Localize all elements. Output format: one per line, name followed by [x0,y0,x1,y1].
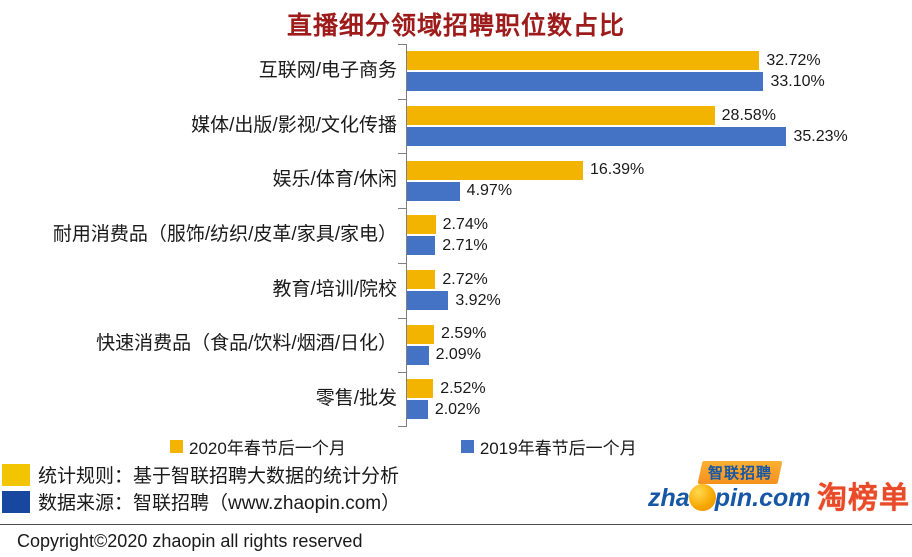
bar-group: 2.52% 2.02% [406,379,486,420]
taobangdan-logo: 淘榜单 [817,482,910,515]
chart-row: 媒体/出版/影视/文化传播 28.58% 35.23% [0,99,912,154]
legend-item-2020: 2020年春节后一个月 [170,434,346,459]
bar-value-label: 2.59% [440,325,487,343]
bar-line: 35.23% [406,127,848,147]
bar-2019年春节后一个月 [406,345,429,365]
bar-chart: 互联网/电子商务 32.72% 33.10% 媒体/出版/影视/文化传播 28.58% 3… [0,44,912,428]
legend-swatch-2020 [170,440,183,453]
chart-row: 教育/培训/院校 2.72% 3.92% [0,263,912,318]
bar-line: 32.72% [406,51,825,71]
note-text: 数据来源：智联招聘（www.zhaopin.com） [38,493,401,514]
axis-tick [398,153,406,155]
bar-line: 16.39% [406,160,645,180]
category-label: 零售/批发 [315,388,397,410]
y-axis-line [406,44,407,427]
bar-value-label: 33.10% [770,72,825,90]
bar-line: 4.97% [406,181,644,201]
bar-2019年春节后一个月 [406,127,787,147]
chart-row: 娱乐/体育/休闲 16.39% 4.97% [0,153,912,208]
chart-row: 互联网/电子商务 32.72% 33.10% [0,44,912,99]
axis-tick [398,426,406,427]
zhaopin-ball-icon [688,484,716,511]
bar-line: 2.71% [406,236,488,256]
chart-row: 快速消费品（食品/饮料/烟酒/日化） 2.59% 2.09% [0,317,912,372]
legend-label-2020: 2020年春节后一个月 [189,439,346,458]
axis-tick [398,372,406,374]
note-swatch-yellow [2,463,30,486]
bar-2020年春节后一个月 [406,106,715,126]
bar-group: 32.72% 33.10% [406,51,825,92]
bar-2020年春节后一个月 [406,215,436,235]
legend-item-2019: 2019年春节后一个月 [460,434,637,459]
category-label: 娱乐/体育/休闲 [272,169,397,191]
category-label: 耐用消费品（服饰/纺织/皮革/家具/家电） [52,223,397,245]
bar-value-label: 2.74% [442,215,488,233]
legend-swatch-2019 [460,440,474,453]
chart-row: 零售/批发 2.52% 2.02% [0,372,912,427]
chart-row: 耐用消费品（服饰/纺织/皮革/家具/家电） 2.74% 2.71% [0,208,912,263]
category-label: 教育/培训/院校 [272,278,397,300]
chart-title: 直播细分领域招聘职位数占比 [286,12,625,40]
bar-line: 2.74% [406,215,488,235]
zhaopin-domain-text: zha pin.com [648,484,811,512]
bar-2020年春节后一个月 [406,270,436,290]
bar-2020年春节后一个月 [406,379,434,399]
bar-2020年春节后一个月 [406,51,760,71]
bar-2020年春节后一个月 [406,324,434,344]
axis-tick [398,98,406,100]
bar-group: 28.58% 35.23% [406,106,848,147]
bar-value-label: 28.58% [721,106,776,124]
bar-line: 2.72% [406,270,501,290]
note-data-source: 数据来源：智联招聘（www.zhaopin.com） [0,488,400,515]
footer-divider [0,524,912,525]
bar-2019年春节后一个月 [406,236,436,256]
bar-line: 3.92% [406,291,501,311]
chart-legend: 2020年春节后一个月 2019年春节后一个月 [0,434,912,459]
bar-line: 28.58% [406,106,848,126]
bar-value-label: 2.02% [434,400,481,418]
note-text: 统计规则：基于智联招聘大数据的统计分析 [38,466,400,487]
bar-2020年春节后一个月 [406,160,583,180]
category-label: 快速消费品（食品/饮料/烟酒/日化） [96,333,397,355]
bar-group: 16.39% 4.97% [406,160,645,201]
bar-line: 2.52% [406,379,486,399]
zhaopin-logo: 智联招聘 zha pin.com [648,461,818,513]
axis-tick [398,317,406,319]
note-statistics-rule: 统计规则：基于智联招聘大数据的统计分析 [0,461,400,488]
legend-label-2019: 2019年春节后一个月 [479,439,637,458]
bar-line: 2.02% [406,400,486,420]
bar-2019年春节后一个月 [406,400,428,420]
bar-value-label: 35.23% [793,127,848,145]
bar-group: 2.72% 3.92% [406,270,501,311]
bar-2019年春节后一个月 [406,181,460,201]
zhaopin-ribbon: 智联招聘 [697,461,783,484]
axis-tick [398,44,406,45]
bar-line: 33.10% [406,72,825,92]
bar-2019年春节后一个月 [406,291,449,311]
bar-value-label: 2.72% [442,270,488,288]
note-swatch-blue [2,490,30,513]
category-label: 互联网/电子商务 [258,59,397,81]
bar-line: 2.59% [406,324,487,344]
bar-value-label: 2.52% [440,379,486,397]
bar-group: 2.59% 2.09% [406,324,487,365]
category-label: 媒体/出版/影视/文化传播 [191,114,397,136]
bar-value-label: 2.09% [435,346,481,364]
bar-value-label: 3.92% [455,291,501,309]
bar-2019年春节后一个月 [406,72,764,92]
copyright-text: Copyright©2020 zhaopin all rights reserv… [17,531,363,551]
axis-tick [398,262,406,264]
bar-value-label: 16.39% [590,161,645,179]
bar-value-label: 4.97% [466,182,513,200]
footnotes: 统计规则：基于智联招聘大数据的统计分析 数据来源：智联招聘（www.zhaopi… [0,461,400,515]
chart-rows: 互联网/电子商务 32.72% 33.10% 媒体/出版/影视/文化传播 28.58% 3… [0,44,912,427]
axis-tick [398,208,406,210]
bar-line: 2.09% [406,345,486,365]
bar-value-label: 2.71% [442,236,488,254]
bar-group: 2.74% 2.71% [406,215,488,256]
bar-value-label: 32.72% [766,51,821,69]
